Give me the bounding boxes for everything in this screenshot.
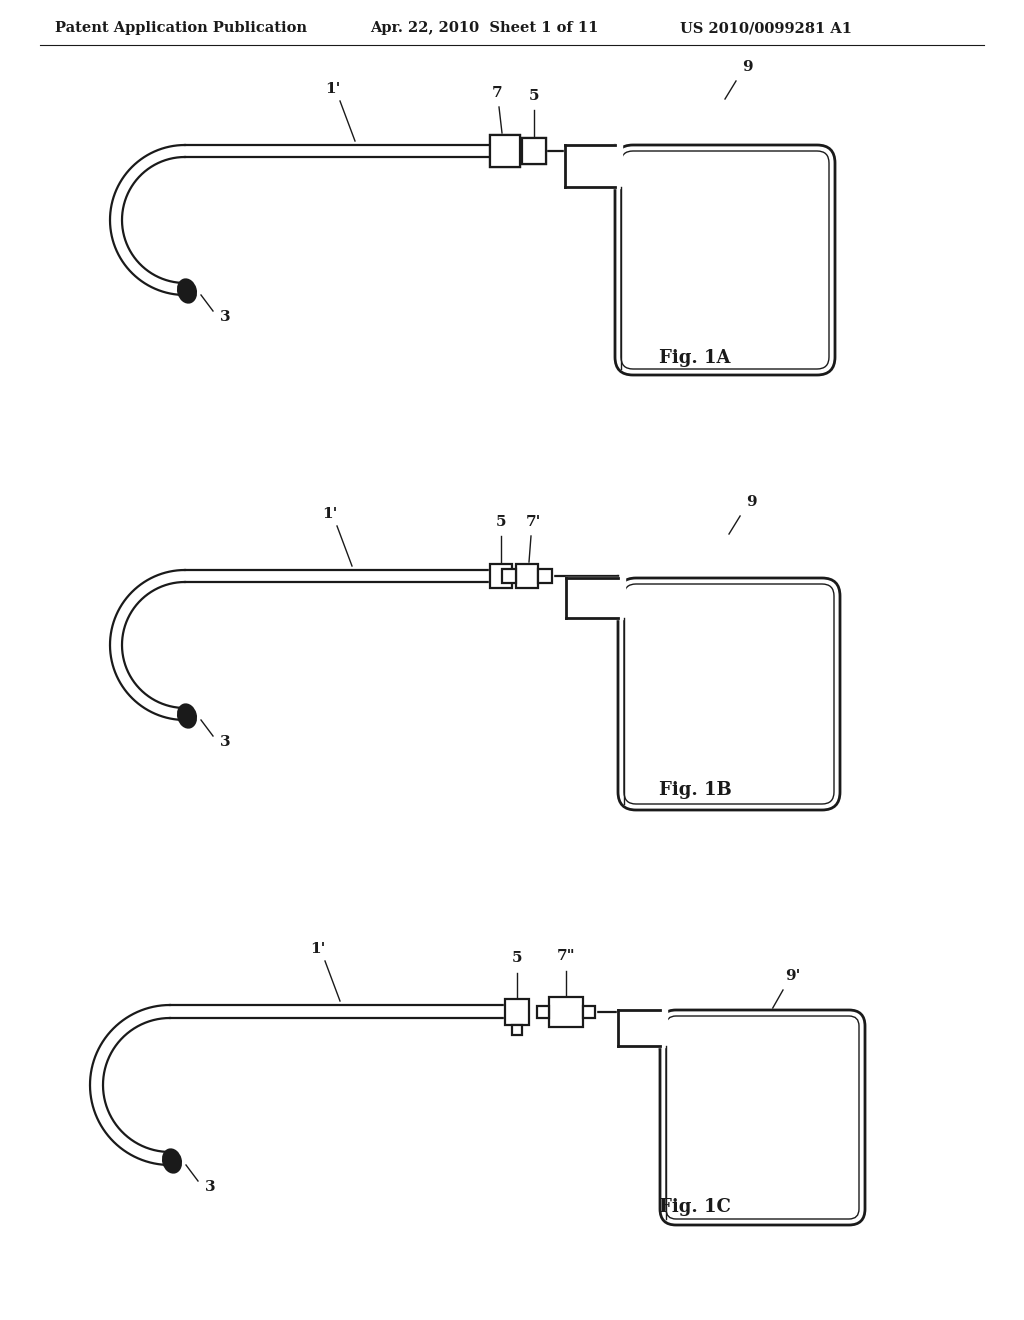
Text: 9': 9' (785, 969, 801, 983)
Bar (502, 569, 516, 583)
Text: 9: 9 (745, 495, 757, 510)
Ellipse shape (178, 704, 197, 727)
Text: 1': 1' (326, 82, 341, 96)
Text: 3: 3 (220, 735, 230, 748)
Text: 7: 7 (492, 86, 503, 100)
FancyBboxPatch shape (615, 145, 835, 375)
Bar (522, 139, 546, 164)
Bar (505, 998, 529, 1024)
Text: 5: 5 (496, 515, 506, 529)
Bar (490, 564, 512, 587)
Bar (583, 1006, 595, 1018)
Text: 1': 1' (323, 507, 338, 521)
Text: Fig. 1C: Fig. 1C (659, 1199, 731, 1216)
Text: 5: 5 (528, 88, 540, 103)
Bar (516, 564, 538, 587)
Text: 1': 1' (310, 942, 326, 956)
Text: 5: 5 (512, 952, 522, 965)
Polygon shape (504, 1003, 596, 1020)
Polygon shape (617, 1008, 667, 1047)
Bar (549, 997, 583, 1027)
Ellipse shape (163, 1150, 181, 1173)
Text: 3: 3 (220, 310, 230, 323)
Bar (537, 1006, 549, 1018)
Polygon shape (522, 144, 546, 158)
Ellipse shape (178, 279, 197, 302)
Polygon shape (565, 577, 625, 619)
Bar (538, 569, 552, 583)
Text: 7': 7' (525, 515, 541, 529)
Text: Apr. 22, 2010  Sheet 1 of 11: Apr. 22, 2010 Sheet 1 of 11 (370, 21, 598, 36)
FancyBboxPatch shape (618, 578, 840, 810)
Text: Fig. 1B: Fig. 1B (658, 781, 731, 799)
Bar (490, 135, 520, 168)
Polygon shape (566, 578, 618, 618)
Polygon shape (489, 568, 553, 583)
Text: 3: 3 (205, 1180, 215, 1195)
Bar (522, 139, 546, 164)
FancyBboxPatch shape (660, 1010, 865, 1225)
Text: 9: 9 (741, 59, 753, 74)
Bar (490, 135, 520, 168)
Polygon shape (565, 145, 615, 187)
Text: Fig. 1A: Fig. 1A (659, 348, 731, 367)
Text: 7": 7" (557, 949, 575, 964)
Polygon shape (490, 144, 520, 158)
Bar (512, 1024, 522, 1035)
Text: US 2010/0099281 A1: US 2010/0099281 A1 (680, 21, 852, 36)
Text: Patent Application Publication: Patent Application Publication (55, 21, 307, 36)
Polygon shape (564, 144, 622, 187)
Polygon shape (618, 1010, 660, 1045)
